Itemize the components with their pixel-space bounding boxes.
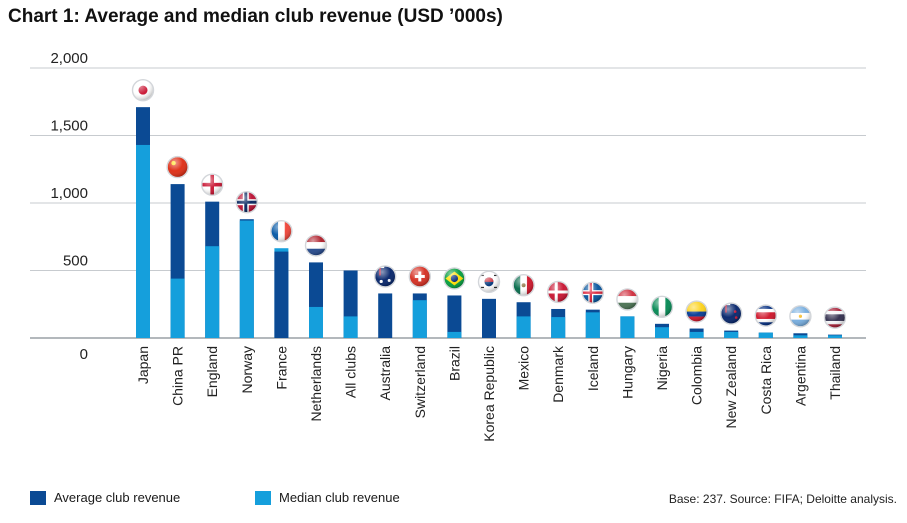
brazil-flag-icon bbox=[443, 267, 466, 290]
legend-label-median: Median club revenue bbox=[279, 490, 400, 505]
japan-flag-icon bbox=[131, 78, 155, 102]
x-tick-label: England bbox=[204, 346, 220, 397]
legend-swatch-average bbox=[30, 490, 46, 505]
x-tick-label: Costa Rica bbox=[758, 346, 774, 415]
bar-median bbox=[447, 331, 462, 338]
x-tick-label: Nigeria bbox=[654, 346, 670, 391]
iceland-flag-icon bbox=[581, 281, 604, 304]
x-tick-label: China PR bbox=[170, 346, 186, 406]
y-tick-label: 0 bbox=[80, 346, 88, 363]
source-note: Base: 237. Source: FIFA; Deloitte analys… bbox=[668, 492, 897, 506]
bar-median bbox=[551, 317, 566, 338]
bar-median bbox=[585, 312, 600, 338]
legend-median: Median club revenue bbox=[255, 490, 400, 505]
bar-median bbox=[309, 306, 323, 338]
x-tick-label: Colombia bbox=[689, 346, 705, 405]
x-tick-label: Korea Republic bbox=[481, 346, 497, 442]
bar-average bbox=[378, 293, 393, 338]
bar-median bbox=[205, 246, 220, 338]
bar-median bbox=[758, 332, 773, 338]
y-tick-label: 500 bbox=[63, 253, 88, 270]
netherlands-flag-icon bbox=[304, 234, 328, 257]
x-tick-label: Netherlands bbox=[308, 346, 324, 422]
x-tick-label: Switzerland bbox=[412, 346, 428, 418]
bar-median bbox=[343, 316, 358, 338]
costa-rica-flag-icon bbox=[754, 304, 777, 327]
bar-median bbox=[655, 327, 669, 338]
x-tick-label: Norway bbox=[239, 346, 255, 393]
y-tick-label: 2,000 bbox=[50, 50, 88, 67]
colombia-flag-icon bbox=[685, 300, 708, 323]
bar-median bbox=[724, 331, 739, 338]
bar-median bbox=[412, 300, 427, 338]
x-tick-label: Denmark bbox=[550, 345, 566, 403]
bar-median bbox=[516, 316, 531, 338]
bar-average bbox=[447, 295, 462, 338]
bar-median bbox=[170, 278, 185, 338]
france-flag-icon bbox=[270, 220, 293, 243]
legend-average: Average club revenue bbox=[30, 490, 180, 505]
thailand-flag-icon bbox=[823, 306, 847, 329]
bar-chart: 0 500 1,000 1,500 2,000 Japan China PR England N… bbox=[30, 50, 866, 442]
china-flag-icon bbox=[166, 155, 189, 179]
denmark-flag-icon bbox=[547, 280, 570, 304]
bar-median bbox=[793, 335, 808, 338]
bar-median bbox=[689, 331, 704, 338]
mexico-flag-icon bbox=[512, 274, 535, 297]
bar-average bbox=[274, 251, 289, 338]
nigeria-flag-icon bbox=[650, 295, 674, 319]
x-tick-label: Hungary bbox=[619, 346, 635, 399]
korea-flag-icon bbox=[477, 270, 501, 294]
new-zealand-flag-icon bbox=[720, 302, 743, 325]
legend-swatch-median bbox=[255, 490, 271, 505]
x-tick-label: Argentina bbox=[792, 346, 808, 406]
bar-average bbox=[482, 298, 496, 338]
x-tick-label: Mexico bbox=[516, 346, 532, 391]
switzerland-flag-icon bbox=[408, 265, 431, 288]
bar-median bbox=[136, 144, 150, 338]
x-tick-label: Thailand bbox=[827, 346, 843, 400]
x-tick-label: All clubs bbox=[343, 346, 359, 398]
argentina-flag-icon bbox=[789, 305, 812, 328]
hungary-flag-icon bbox=[616, 288, 639, 311]
x-tick-label: Japan bbox=[135, 346, 151, 384]
bar-median bbox=[620, 316, 635, 338]
x-tick-label: Australia bbox=[377, 346, 393, 401]
x-tick-label: New Zealand bbox=[723, 346, 739, 429]
australia-flag-icon bbox=[374, 265, 397, 288]
x-tick-label: France bbox=[273, 346, 289, 390]
norway-flag-icon bbox=[235, 190, 259, 214]
x-tick-label: Brazil bbox=[446, 346, 462, 381]
chart-title: Chart 1: Average and median club revenue… bbox=[8, 6, 503, 27]
y-tick-label: 1,500 bbox=[50, 118, 88, 135]
y-tick-label: 1,000 bbox=[50, 185, 88, 202]
legend-label-average: Average club revenue bbox=[54, 490, 181, 505]
england-flag-icon bbox=[200, 173, 224, 196]
bar-median bbox=[239, 220, 254, 338]
bar-median bbox=[828, 335, 842, 338]
x-tick-label: Iceland bbox=[585, 346, 601, 391]
